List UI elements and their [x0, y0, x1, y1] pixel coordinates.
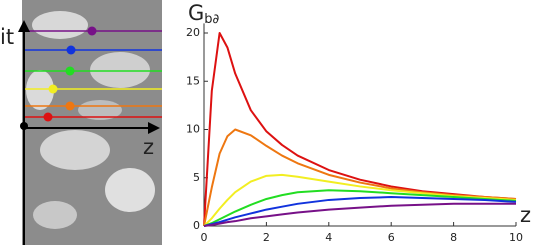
depth-dot [43, 112, 53, 122]
depth-dot [66, 45, 76, 55]
series-line [203, 202, 516, 227]
arrowhead [18, 20, 30, 32]
x-axis-label: z [520, 203, 531, 227]
pattern [40, 130, 110, 170]
x-tick-label: 0 [201, 231, 208, 244]
pattern [105, 168, 155, 212]
y-tick-label: 10 [186, 123, 200, 136]
pattern [78, 100, 122, 120]
series-line [203, 189, 517, 227]
y-tick-label: 15 [186, 74, 200, 87]
tessellation-image [22, 0, 162, 245]
depth-dot [65, 101, 75, 111]
depth-dot [65, 66, 75, 76]
panel-horizontal-label: z [143, 135, 154, 159]
panel-vertical-label: it [0, 25, 14, 49]
series-line [203, 128, 517, 227]
y-tick-label: 20 [186, 26, 200, 39]
panel-lines [24, 26, 162, 122]
x-tick-label: 6 [388, 231, 395, 244]
plot: 0 5 10 15 20 0 2 4 6 8 10 [186, 23, 523, 244]
depth-dot [48, 84, 58, 94]
x-tick-label: 10 [509, 231, 523, 244]
series-line [203, 196, 517, 227]
x-tick-label: 2 [263, 231, 270, 244]
pattern [90, 52, 150, 88]
x-tick-label: 4 [325, 231, 332, 244]
pattern [26, 70, 54, 110]
y-label-main: G [188, 1, 204, 25]
y-tick-label: 0 [193, 219, 200, 232]
pattern [32, 11, 88, 39]
origin-dot [20, 122, 28, 130]
y-label-subscript: b∂ [204, 12, 219, 27]
depth-dot [87, 26, 97, 36]
arrowhead [148, 122, 160, 134]
pattern [33, 201, 77, 229]
series-line [203, 173, 517, 227]
y-axis-label: Gb∂ [188, 1, 220, 27]
y-tick-label: 5 [193, 171, 200, 184]
x-tick-label: 8 [450, 231, 457, 244]
